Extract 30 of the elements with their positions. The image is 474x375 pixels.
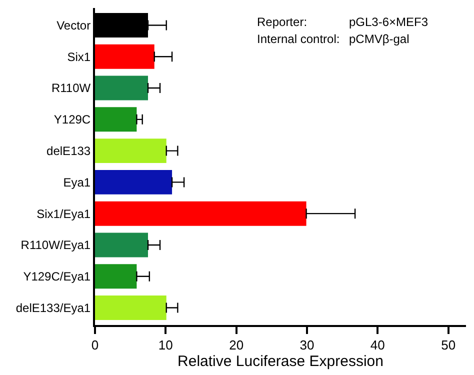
x-tick-label: 10 <box>158 338 173 353</box>
x-tick-label: 30 <box>300 338 314 353</box>
x-axis-title: Relative Luciferase Expression <box>178 353 384 370</box>
bar <box>95 264 137 289</box>
y-tick-label: Eya1 <box>63 175 91 190</box>
y-tick-label: Y129C <box>54 112 91 127</box>
y-tick-label: R110W <box>51 81 92 96</box>
y-tick-label: R110W/Eya1 <box>20 238 91 252</box>
y-tick-label: Y129C/Eya1 <box>23 270 91 284</box>
x-tick-label: 40 <box>370 338 385 353</box>
y-tick-label: Vector <box>56 18 91 32</box>
y-tick-label: delE133 <box>46 144 91 158</box>
annotation: pGL3-6×MEF3 <box>349 15 428 29</box>
annotation: Internal control: <box>257 32 340 46</box>
bar <box>95 170 172 194</box>
x-tick-label: 50 <box>441 338 456 353</box>
bar <box>95 107 137 132</box>
bar <box>95 44 154 69</box>
y-tick-label: Six1/Eya1 <box>36 206 91 221</box>
bar <box>95 296 166 320</box>
x-tick-label: 20 <box>229 338 244 353</box>
bar <box>95 201 306 226</box>
y-tick-label: delE133/Eya1 <box>16 300 91 315</box>
bar <box>95 138 166 164</box>
annotation: Reporter: <box>257 15 308 29</box>
x-tick-label: 0 <box>91 338 99 353</box>
annotation: pCMVβ-gal <box>349 32 410 46</box>
bar <box>95 232 148 258</box>
bar <box>95 76 148 100</box>
y-tick-label: Six1 <box>67 50 91 64</box>
